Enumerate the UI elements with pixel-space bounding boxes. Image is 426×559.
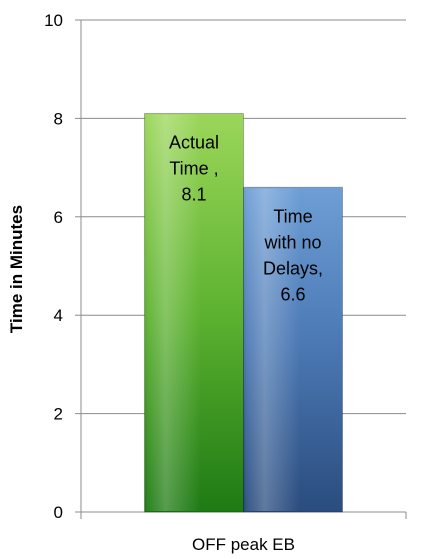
- y-tick-label: 8: [54, 109, 63, 128]
- y-tick-label: 4: [54, 306, 63, 325]
- labels: 0 2 4 6 8 10 Actual Time , 8.1 Time with no Delays,…: [44, 11, 323, 554]
- bars: [144, 112, 343, 513]
- bar-data-label: Actual Time , 8.1: [169, 132, 219, 204]
- y-tick-label: 0: [54, 503, 63, 522]
- y-tick-label: 2: [54, 405, 63, 424]
- y-tick-label: 6: [54, 208, 63, 227]
- x-category-label: OFF peak EB: [192, 535, 295, 554]
- bar-highlight: [245, 188, 300, 511]
- y-axis-title: Time in Minutes: [7, 205, 26, 333]
- bar-highlight: [146, 114, 201, 511]
- y-tick-label: 10: [44, 11, 63, 30]
- bar-data-label: Time with no Delays, 6.6: [263, 206, 323, 304]
